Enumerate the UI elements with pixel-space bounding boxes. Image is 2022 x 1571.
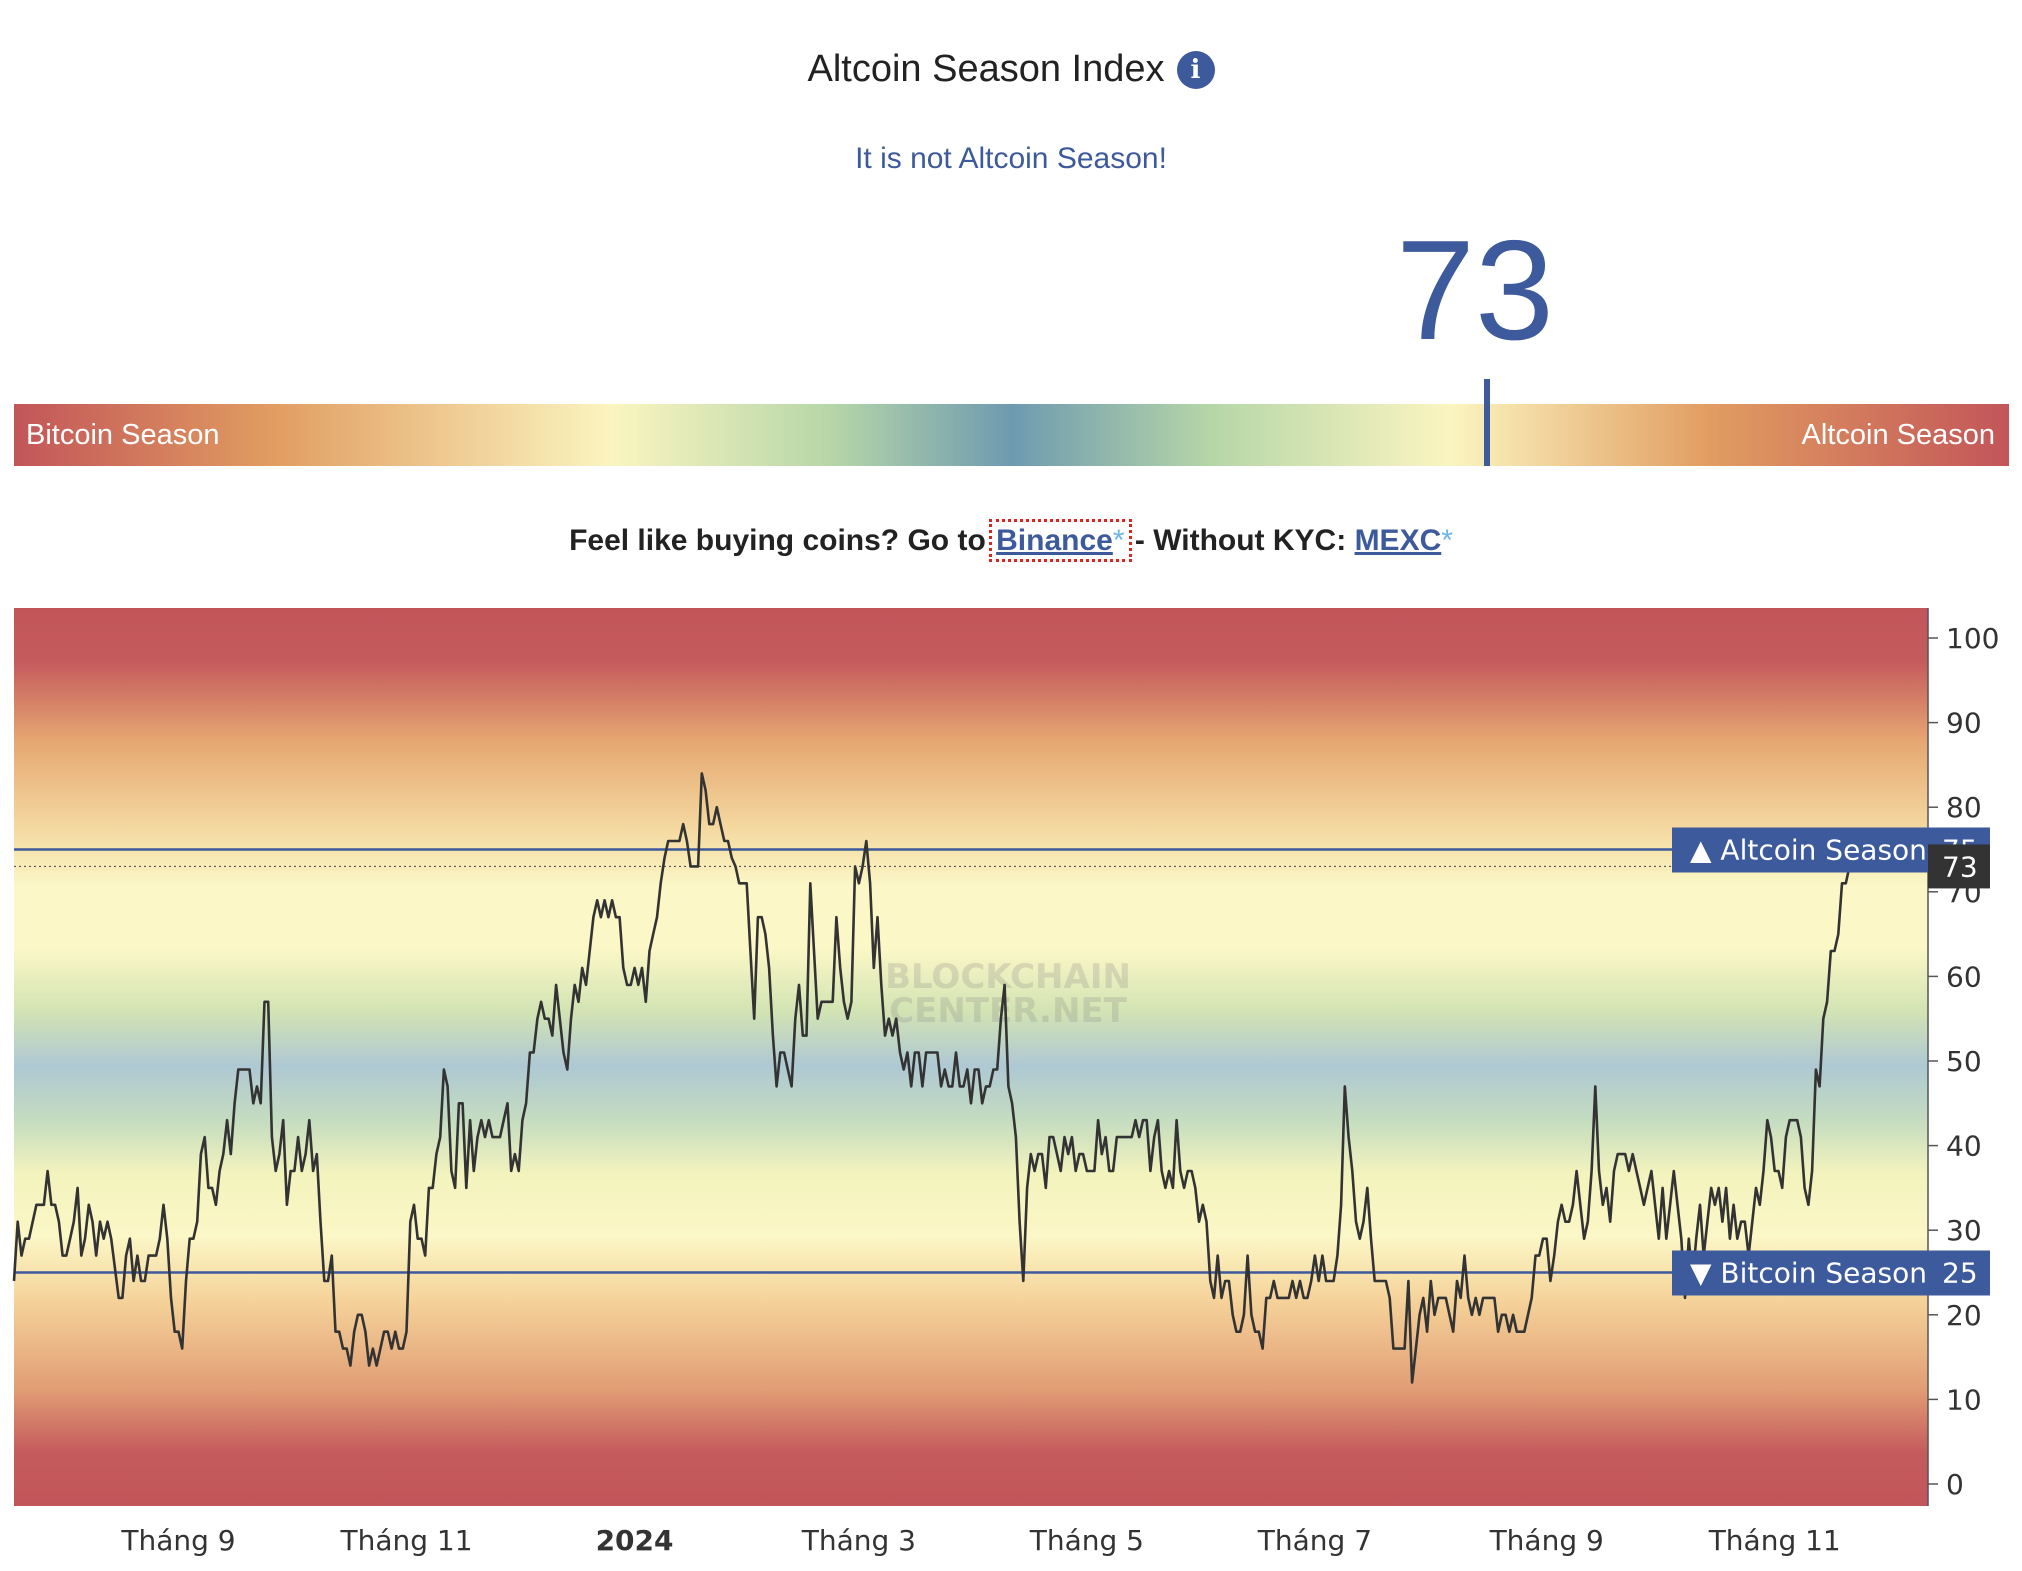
current-value-tag — [1928, 844, 1990, 889]
binance-link-wrapper[interactable]: Binance* — [989, 519, 1132, 562]
y-tick-label: 90 — [1946, 707, 1982, 740]
season-status-text: It is not Altcoin Season! — [855, 142, 1167, 175]
y-tick-label: 60 — [1946, 960, 1982, 993]
altcoin-season-chart: BLOCKCHAIN CENTER.NET 0 10 20 30 40 50 60 70 80 90… — [0, 600, 2022, 1566]
binance-link[interactable]: Binance — [996, 524, 1113, 557]
reference-label-text: ▼ Bitcoin Season — [1690, 1257, 1927, 1290]
gauge-label-bitcoin-season: Bitcoin Season — [26, 419, 220, 451]
x-tick-label: Tháng 11 — [339, 1524, 472, 1557]
chart-plot-background — [14, 608, 1928, 1506]
mexc-star: * — [1441, 524, 1453, 557]
x-tick-label: 2024 — [596, 1524, 674, 1557]
season-gauge: Bitcoin Season Altcoin Season — [14, 379, 2009, 466]
info-icon[interactable]: i — [1176, 50, 1215, 89]
y-tick-label: 100 — [1946, 622, 1999, 655]
watermark-text: CENTER.NET — [889, 991, 1127, 1031]
promo-prefix: Feel like buying coins? Go to — [569, 524, 986, 557]
series-line-altcoin-index — [12, 772, 1854, 1384]
page-title-row: Altcoin Season Index i — [0, 48, 2022, 91]
promo-line: Feel like buying coins? Go to Binance* -… — [0, 519, 2022, 562]
binance-star: * — [1112, 524, 1125, 557]
x-tick-label: Tháng 11 — [1708, 1524, 1841, 1557]
x-tick-label: Tháng 3 — [801, 1524, 916, 1557]
page-title: Altcoin Season Index — [807, 48, 1165, 90]
y-tick-label: 50 — [1946, 1045, 1982, 1078]
y-tick-label: 80 — [1946, 791, 1982, 824]
reference-label-text: ▲ Altcoin Season — [1690, 834, 1927, 867]
y-tick-label: 40 — [1946, 1130, 1982, 1163]
x-tick-label: Tháng 9 — [1489, 1524, 1604, 1557]
current-value-tag-text: 73 — [1942, 850, 1978, 883]
x-tick-label: Tháng 9 — [120, 1524, 235, 1557]
y-tick-label: 0 — [1946, 1468, 1964, 1501]
reference-label-bitcoin-season: ▼ Bitcoin Season 25 — [1672, 1250, 1990, 1296]
reference-label-value: 25 — [1942, 1257, 1978, 1290]
promo-middle: - Without KYC: — [1134, 524, 1347, 557]
index-value: 73 — [1396, 211, 1554, 370]
x-tick-label: Tháng 5 — [1029, 1524, 1144, 1557]
x-axis: Tháng 9 Tháng 11 2024 Tháng 3 Tháng 5 Tháng 7… — [120, 1524, 1840, 1557]
mexc-link[interactable]: MEXC — [1354, 524, 1442, 557]
y-tick-label: 10 — [1946, 1383, 1982, 1416]
y-tick-label: 20 — [1946, 1299, 1982, 1332]
gauge-value-marker — [1484, 379, 1490, 466]
y-tick-label: 30 — [1946, 1214, 1982, 1247]
gauge-label-altcoin-season: Altcoin Season — [1801, 419, 1995, 451]
x-tick-label: Tháng 7 — [1257, 1524, 1372, 1557]
reference-label-box — [1672, 1250, 1990, 1296]
watermark-text: BLOCKCHAIN — [885, 957, 1131, 997]
